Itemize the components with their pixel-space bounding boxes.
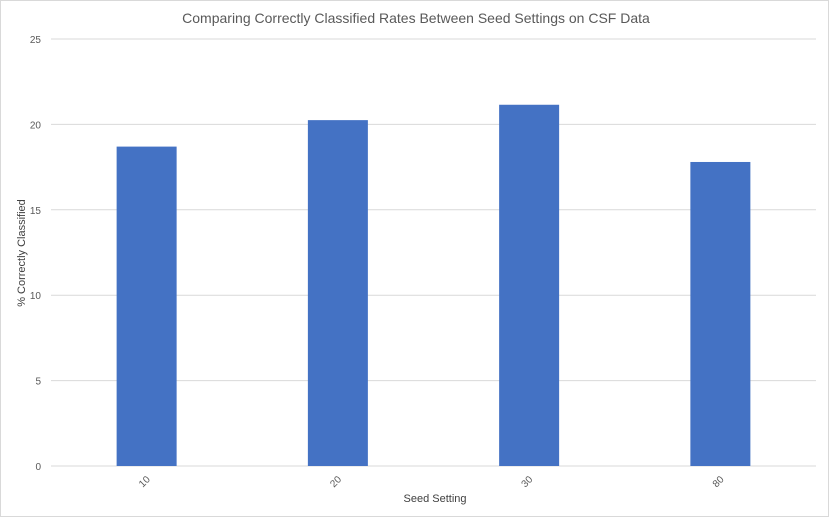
x-tick-label: 20	[328, 474, 344, 490]
y-axis-label: % Correctly Classified	[16, 199, 28, 307]
x-tick-label: 30	[520, 474, 536, 490]
bar-20	[307, 120, 368, 466]
chart-title: Comparing Correctly Classified Rates Bet…	[182, 10, 650, 26]
x-tick-label: 10	[137, 474, 153, 490]
y-tick-label: 15	[30, 206, 42, 217]
gridlines	[51, 38, 816, 467]
y-tick-label: 20	[30, 120, 42, 131]
x-tick-label: 80	[711, 474, 727, 490]
bar-80	[690, 161, 751, 466]
y-tick-label: 0	[35, 462, 41, 473]
bar-30	[499, 104, 560, 467]
bars	[116, 104, 751, 467]
y-tick-label: 5	[35, 377, 41, 388]
y-tick-label: 25	[30, 35, 42, 46]
y-tick-label: 10	[30, 291, 42, 302]
bar-10	[116, 146, 177, 466]
x-axis-label: Seed Setting	[404, 493, 467, 505]
